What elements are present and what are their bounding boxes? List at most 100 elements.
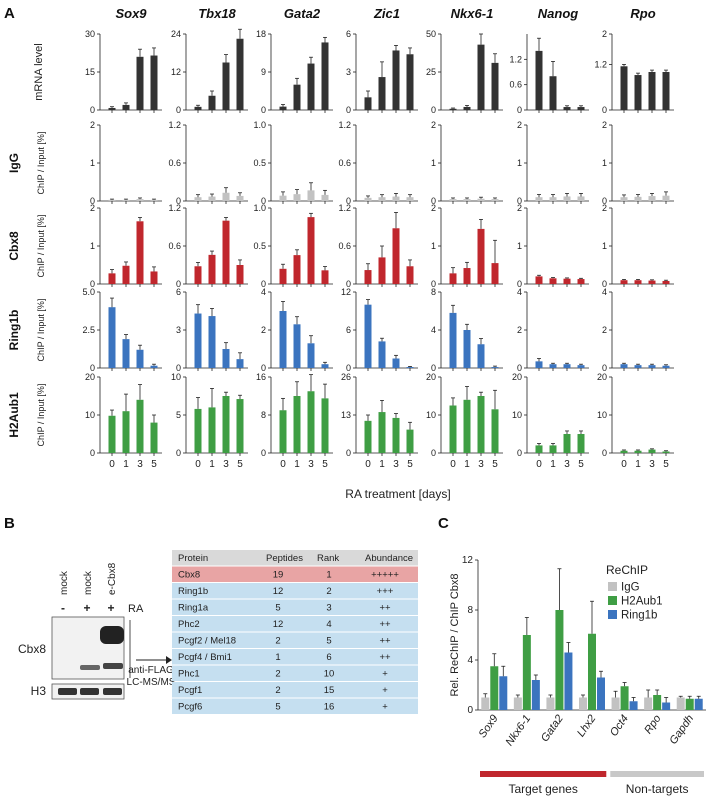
bar-ring1b-tbx18-day1 [208, 316, 216, 368]
bar-igg-nkx6-1-day0 [449, 199, 457, 201]
c-bar-ring1b-rpo [662, 702, 671, 710]
y-tick-label: 0 [261, 196, 266, 206]
bar-cbx8-gata2-day1 [293, 255, 301, 284]
blot-band-h3-1 [58, 688, 77, 695]
bar-mrna-zic1-day5 [406, 54, 414, 110]
gene-title-tbx18: Tbx18 [198, 6, 236, 21]
table-row [172, 682, 418, 698]
y-tick-label: 0 [517, 448, 522, 458]
y-tick-label: 0 [517, 279, 522, 289]
y-tick-label: 0 [346, 105, 351, 115]
y-tick-label: 1.2 [594, 59, 607, 69]
y-tick-label: 5 [176, 410, 181, 420]
gene-title-zic1: Zic1 [373, 6, 400, 21]
x-tick-label: 0 [195, 459, 201, 470]
bar-mrna-rpo-day5 [662, 72, 670, 110]
bar-igg-rpo-day1 [634, 196, 642, 201]
c-x-tick-label-gata2: Gata2 [539, 713, 566, 744]
table-cell: ++ [379, 652, 391, 663]
c-bar-h2aub1-oct4 [620, 686, 629, 710]
bar-cbx8-sox9-day5 [150, 271, 158, 284]
bar-cbx8-nkx6-1-day3 [477, 228, 485, 284]
table-header-cell: Rank [317, 553, 339, 564]
panel-a-x-axis-label: RA treatment [days] [345, 487, 450, 501]
y-tick-label: 0 [431, 448, 436, 458]
bar-cbx8-sox9-day1 [122, 265, 130, 284]
table-cell: ++ [379, 636, 391, 647]
y-tick-label: 1 [90, 241, 95, 251]
c-y-tick-label: 12 [462, 555, 474, 566]
bar-h2aub1-tbx18-day3 [222, 396, 230, 453]
bar-h2aub1-sox9-day1 [122, 411, 130, 453]
c-legend-label-igg: IgG [621, 582, 640, 594]
c-y-tick-label: 8 [467, 605, 473, 616]
bar-ring1b-zic1-day5 [406, 367, 414, 368]
bar-igg-sox9-day0 [108, 199, 116, 201]
bar-ring1b-sox9-day5 [150, 365, 158, 368]
bar-cbx8-nanog-day0 [535, 276, 543, 284]
y-tick-label: 4 [261, 287, 266, 297]
gene-title-sox9: Sox9 [115, 6, 147, 21]
table-cell: +++++ [371, 570, 399, 581]
bar-ring1b-gata2-day3 [307, 343, 315, 368]
y-tick-label: 0 [346, 363, 351, 373]
table-row [172, 599, 418, 615]
bar-cbx8-sox9-day0 [108, 273, 116, 284]
lane-treatment-1: - [61, 601, 65, 615]
panel-b-blot-and-table: mock - mock + e-Cbx8 + RA Cbx8 H3 anti-FLAGLC-MS/… [18, 550, 418, 714]
table-cell: + [382, 685, 388, 696]
c-group-bar-1 [610, 771, 704, 777]
bar-h2aub1-nkx6-1-day0 [449, 405, 457, 453]
table-cell: 1 [275, 652, 280, 663]
bar-ring1b-gata2-day5 [321, 364, 329, 368]
bar-ring1b-nanog-day1 [549, 364, 557, 368]
blot-label-h3: H3 [31, 684, 47, 698]
c-legend-swatch-ring1b [608, 610, 617, 619]
c-x-tick-label-lhx2: Lhx2 [575, 713, 599, 739]
table-row [172, 632, 418, 648]
table-header-cell: Protein [178, 553, 208, 564]
bar-cbx8-nanog-day5 [577, 279, 585, 284]
table-cell: Pcgf2 / Mel18 [178, 636, 236, 647]
y-tick-label: 0 [176, 363, 181, 373]
bar-h2aub1-zic1-day0 [364, 420, 372, 453]
bar-mrna-zic1-day1 [378, 77, 386, 110]
c-group-bar-0 [480, 771, 607, 777]
y-tick-label: 0 [176, 448, 181, 458]
bar-ring1b-sox9-day3 [136, 349, 144, 368]
x-tick-label: 1 [123, 459, 129, 470]
table-cell: +++ [377, 586, 394, 597]
table-cell: 4 [326, 619, 331, 630]
y-tick-label: 2 [517, 120, 522, 130]
y-tick-label: 2 [602, 325, 607, 335]
x-tick-label: 5 [322, 459, 328, 470]
y-tick-label: 2 [602, 203, 607, 213]
c-x-tick-label-rpo: Rpo [642, 713, 663, 736]
bar-cbx8-rpo-day5 [662, 280, 670, 284]
table-cell: 5 [275, 702, 280, 713]
table-cell: 2 [275, 669, 280, 680]
y-tick-label: 2 [517, 325, 522, 335]
panel-label-c: C [438, 515, 449, 532]
y-tick-label: 1 [517, 158, 522, 168]
x-tick-label: 3 [478, 459, 484, 470]
bar-h2aub1-rpo-day3 [648, 449, 656, 453]
bar-mrna-tbx18-day0 [194, 106, 202, 110]
c-bar-ring1b-gata2 [564, 652, 573, 710]
bar-igg-sox9-day5 [150, 199, 158, 201]
y-tick-label: 0.6 [168, 158, 181, 168]
y-tick-label: 2 [90, 120, 95, 130]
table-cell: 12 [273, 586, 284, 597]
row-label-h2aub1: H2Aub1 [7, 392, 21, 438]
table-row [172, 649, 418, 665]
table-row [172, 698, 418, 714]
bar-mrna-sox9-day3 [136, 56, 144, 110]
bar-igg-gata2-day1 [293, 194, 301, 201]
bar-h2aub1-nkx6-1-day3 [477, 396, 485, 453]
y-tick-label: 4 [517, 287, 522, 297]
table-cell: Phc1 [178, 669, 200, 680]
y-tick-label: 0 [431, 196, 436, 206]
bar-h2aub1-zic1-day5 [406, 429, 414, 453]
